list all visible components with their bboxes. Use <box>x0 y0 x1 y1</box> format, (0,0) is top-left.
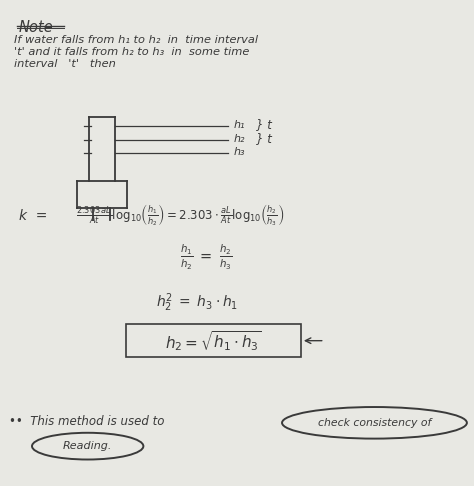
Ellipse shape <box>32 433 143 460</box>
Text: Note: Note <box>19 20 54 35</box>
Text: ••  This method is used to: •• This method is used to <box>9 415 165 428</box>
Text: h₂: h₂ <box>233 134 245 143</box>
Text: Reading.: Reading. <box>63 441 112 451</box>
Text: interval   't'   then: interval 't' then <box>14 59 116 69</box>
Text: $\frac{h_1}{h_2}\;=\;\frac{h_2}{h_3}$: $\frac{h_1}{h_2}\;=\;\frac{h_2}{h_3}$ <box>180 243 233 272</box>
Text: $\frac{2.303\,aL}{At}\log_{10}\!\left(\frac{h_1}{h_2}\right)= 2.303\cdot\frac{aL: $\frac{2.303\,aL}{At}\log_{10}\!\left(\f… <box>76 202 284 228</box>
FancyBboxPatch shape <box>126 324 301 357</box>
Text: k  =: k = <box>19 209 47 223</box>
Text: If water falls from h₁ to h₂  in  time interval: If water falls from h₁ to h₂ in time int… <box>14 35 258 45</box>
Text: 't' and it falls from h₂ to h₃  in  some time: 't' and it falls from h₂ to h₃ in some t… <box>14 47 250 57</box>
Text: h₃: h₃ <box>233 147 245 156</box>
Text: h₁: h₁ <box>233 120 245 130</box>
Ellipse shape <box>282 407 467 438</box>
Text: $h_2^2 \;=\; h_3\cdot h_1$: $h_2^2 \;=\; h_3\cdot h_1$ <box>156 291 238 313</box>
Text: } t: } t <box>256 119 272 131</box>
Text: } t: } t <box>256 132 272 145</box>
Text: $h_2 = \sqrt{h_1 \cdot h_3}$: $h_2 = \sqrt{h_1 \cdot h_3}$ <box>165 329 262 353</box>
Text: check consistency of: check consistency of <box>318 418 431 428</box>
